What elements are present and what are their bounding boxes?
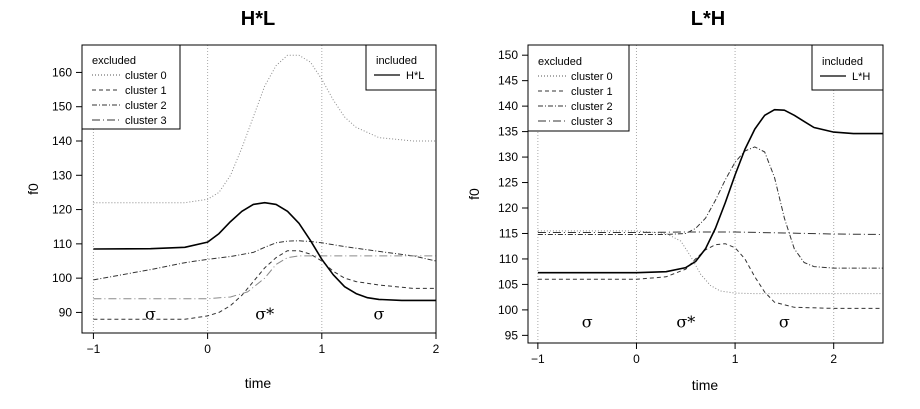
y-tick-label: 105 (498, 277, 518, 291)
syllable-label: σ (582, 313, 593, 332)
syllable-label: σ (779, 313, 790, 332)
y-tick-label: 150 (52, 100, 72, 114)
legend-entry: cluster 0 (125, 70, 167, 82)
chart-title: H*L (241, 8, 275, 30)
syllable-label: σ (145, 304, 156, 323)
series-line-cluster-3 (537, 231, 884, 235)
syllable-label: σ* (676, 313, 695, 332)
y-tick-label: 100 (52, 271, 72, 285)
x-tick-label: −1 (87, 342, 101, 356)
legend-entry: cluster 3 (571, 116, 613, 128)
legend-excluded: excluded cluster 0 cluster 1 cluster 2 c… (81, 44, 181, 130)
legend-entry: H*L (406, 70, 424, 82)
y-tick-label: 110 (53, 237, 72, 251)
series-line-cluster-3 (93, 255, 436, 300)
chart-panel-hl: H*L −1 0 1 2 90 100 110 120 130 140 150 160 σ σ* σ t… (25, 8, 440, 391)
y-tick-label: 90 (59, 305, 73, 319)
plot-frame (81, 44, 437, 334)
y-tick-label: 125 (498, 176, 518, 190)
x-axis-label: time (245, 375, 272, 391)
y-tick-label: 135 (498, 125, 518, 139)
series-line-h-l (93, 201, 436, 302)
y-axis-label: f0 (466, 188, 482, 200)
y-tick-label: 100 (498, 303, 518, 317)
series-line-cluster-2 (537, 146, 883, 269)
x-tick-label: 1 (732, 352, 739, 366)
series-line-cluster-1 (537, 243, 883, 309)
y-tick-label: 95 (505, 328, 519, 342)
legend-entry: cluster 2 (571, 101, 613, 113)
x-tick-label: 0 (204, 342, 211, 356)
chart-title: L*H (691, 8, 725, 30)
y-tick-label: 140 (52, 134, 72, 148)
legend-included: included H*L (365, 44, 437, 91)
x-tick-label: 2 (433, 342, 440, 356)
y-tick-label: 120 (52, 203, 72, 217)
syllable-label: σ (373, 304, 384, 323)
x-tick-label: 2 (830, 352, 837, 366)
legend-entry: cluster 2 (125, 100, 167, 112)
x-tick-label: 0 (633, 352, 640, 366)
legend-title: included (822, 56, 863, 68)
y-tick-label: 130 (52, 168, 72, 182)
y-tick-label: 120 (498, 201, 518, 215)
legend-entry: L*H (852, 71, 870, 83)
series-line-cluster-2 (93, 240, 437, 281)
y-tick-label: 110 (499, 252, 518, 266)
legend-entry: cluster 1 (571, 86, 613, 98)
plot-frame (527, 44, 884, 344)
x-axis-label: time (692, 377, 719, 393)
y-axis-label: f0 (25, 183, 41, 195)
legend-included: included L*H (811, 44, 884, 91)
y-tick-label: 150 (498, 48, 518, 62)
series-line-l-h (537, 108, 883, 274)
syllable-label: σ* (255, 304, 274, 323)
y-tick-label: 145 (498, 74, 518, 88)
legend-title: excluded (538, 56, 582, 68)
y-tick-label: 160 (52, 65, 72, 79)
legend-entry: cluster 3 (125, 115, 167, 127)
legend-entry: cluster 1 (125, 85, 167, 97)
legend-entry: cluster 0 (571, 71, 613, 83)
y-tick-label: 130 (498, 150, 518, 164)
legend-excluded: excluded cluster 0 cluster 1 cluster 2 c… (527, 44, 630, 132)
x-tick-label: −1 (531, 352, 545, 366)
series-line-cluster-1 (93, 250, 436, 320)
legend-title: excluded (92, 55, 136, 67)
legend-title: included (376, 55, 417, 67)
y-tick-label: 115 (499, 226, 518, 240)
chart-panel-lh: L*H −1 0 1 2 95 100 105 110 115 120 125 130 135 140 1… (466, 8, 884, 393)
y-tick-label: 140 (498, 99, 518, 113)
x-tick-label: 1 (318, 342, 325, 356)
